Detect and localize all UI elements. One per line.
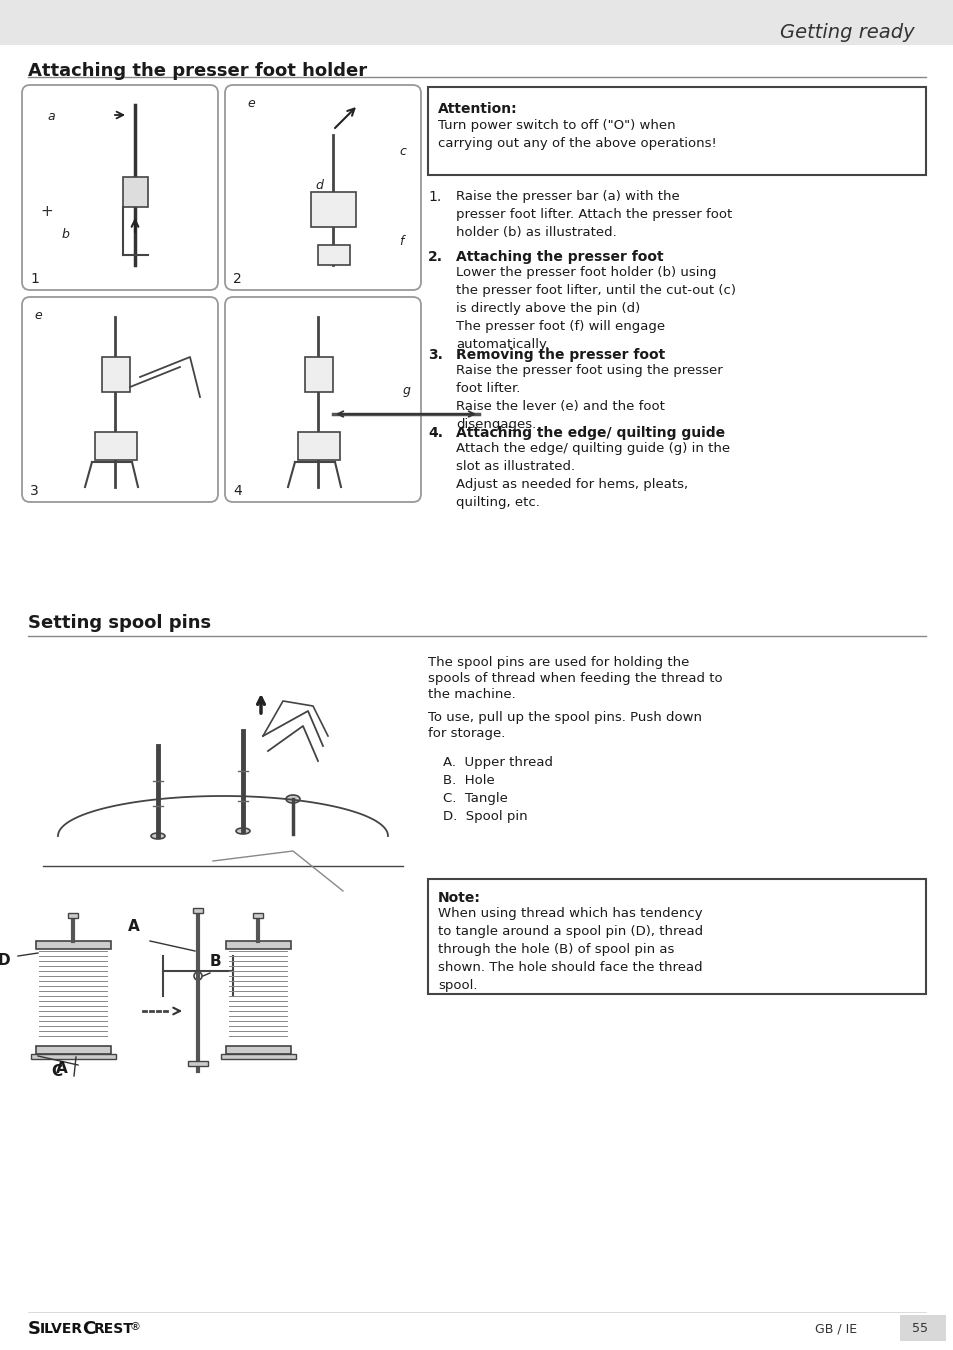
FancyBboxPatch shape <box>225 297 420 502</box>
Text: g: g <box>402 383 411 397</box>
Text: Attaching the presser foot: Attaching the presser foot <box>456 250 663 265</box>
Text: c: c <box>398 144 405 158</box>
Ellipse shape <box>235 828 250 834</box>
Text: 1: 1 <box>30 271 39 286</box>
Text: 2.: 2. <box>428 250 442 265</box>
Circle shape <box>85 192 95 202</box>
FancyBboxPatch shape <box>22 297 218 502</box>
Text: Turn power switch to off ("O") when
carrying out any of the above operations!: Turn power switch to off ("O") when carr… <box>437 119 716 150</box>
Bar <box>253 913 263 918</box>
Text: Setting spool pins: Setting spool pins <box>28 614 211 632</box>
Bar <box>317 244 350 265</box>
Text: S: S <box>28 1320 41 1338</box>
Text: D: D <box>0 953 10 968</box>
Text: Note:: Note: <box>437 891 480 904</box>
Ellipse shape <box>151 833 165 838</box>
Text: A: A <box>56 1061 68 1076</box>
FancyBboxPatch shape <box>22 85 218 290</box>
Text: The spool pins are used for holding the: The spool pins are used for holding the <box>428 656 689 670</box>
Text: +: + <box>40 204 52 220</box>
Text: B.  Hole: B. Hole <box>442 774 495 787</box>
Circle shape <box>193 972 202 980</box>
Bar <box>311 192 355 227</box>
Text: Raise the presser bar (a) with the
presser foot lifter. Attach the presser foot
: Raise the presser bar (a) with the press… <box>456 190 732 239</box>
Bar <box>36 1046 111 1054</box>
Text: f: f <box>398 235 403 248</box>
Bar <box>899 1315 945 1341</box>
Text: 1.: 1. <box>428 190 441 204</box>
Bar <box>102 356 130 392</box>
Bar <box>95 432 137 460</box>
Text: for storage.: for storage. <box>428 728 505 740</box>
Text: the machine.: the machine. <box>428 688 516 701</box>
FancyBboxPatch shape <box>225 85 420 290</box>
Text: ®: ® <box>130 1322 141 1332</box>
Bar <box>188 1061 208 1067</box>
Text: 4.: 4. <box>428 427 442 440</box>
Text: A.  Upper thread: A. Upper thread <box>442 756 553 770</box>
Text: C.  Tangle: C. Tangle <box>442 792 507 805</box>
Text: REST: REST <box>94 1322 133 1336</box>
Text: Lower the presser foot holder (b) using
the presser foot lifter, until the cut-o: Lower the presser foot holder (b) using … <box>456 266 735 351</box>
Bar <box>0 0 953 45</box>
Text: spools of thread when feeding the thread to: spools of thread when feeding the thread… <box>428 672 721 684</box>
Text: Attention:: Attention: <box>437 103 517 116</box>
Bar <box>221 1054 295 1058</box>
Bar <box>428 86 925 176</box>
Bar <box>36 941 111 949</box>
Circle shape <box>78 185 102 209</box>
Text: When using thread which has tendency
to tangle around a spool pin (D), thread
th: When using thread which has tendency to … <box>437 907 702 992</box>
Text: b: b <box>62 228 70 242</box>
Text: Attach the edge/ quilting guide (g) in the
slot as illustrated.
Adjust as needed: Attach the edge/ quilting guide (g) in t… <box>456 441 729 509</box>
Text: B: B <box>210 954 221 969</box>
Bar <box>428 879 925 994</box>
Text: 2: 2 <box>233 271 241 286</box>
Bar <box>193 909 203 913</box>
Text: C: C <box>82 1320 95 1338</box>
Text: To use, pull up the spool pins. Push down: To use, pull up the spool pins. Push dow… <box>428 711 701 724</box>
Text: 3: 3 <box>30 485 39 498</box>
Text: 55: 55 <box>899 1322 927 1335</box>
Bar <box>68 913 78 918</box>
Text: C: C <box>51 1064 62 1079</box>
Bar <box>30 1054 116 1058</box>
Text: 4: 4 <box>233 485 241 498</box>
Text: Attaching the edge/ quilting guide: Attaching the edge/ quilting guide <box>456 427 724 440</box>
Text: Attaching the presser foot holder: Attaching the presser foot holder <box>28 62 367 80</box>
Text: D.  Spool pin: D. Spool pin <box>442 810 527 824</box>
Text: e: e <box>247 97 254 109</box>
Text: Getting ready: Getting ready <box>780 23 914 42</box>
Bar <box>297 432 339 460</box>
Text: a: a <box>47 111 54 123</box>
Bar <box>123 177 148 207</box>
Text: ILVER: ILVER <box>40 1322 83 1336</box>
Bar <box>226 1046 291 1054</box>
Text: Removing the presser foot: Removing the presser foot <box>456 348 664 362</box>
Ellipse shape <box>286 795 299 803</box>
Bar <box>305 356 333 392</box>
Text: e: e <box>34 309 42 323</box>
Text: d: d <box>314 180 322 192</box>
Text: A: A <box>128 919 139 934</box>
Bar <box>226 941 291 949</box>
Text: Raise the presser foot using the presser
foot lifter.
Raise the lever (e) and th: Raise the presser foot using the presser… <box>456 364 722 431</box>
Text: GB / IE: GB / IE <box>814 1322 856 1335</box>
Text: 3.: 3. <box>428 348 442 362</box>
